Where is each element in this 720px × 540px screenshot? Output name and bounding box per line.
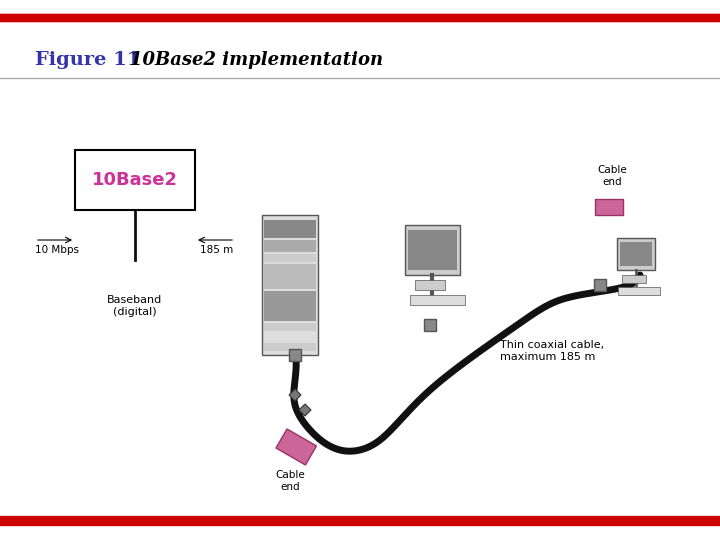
Bar: [410, 295, 465, 305]
Bar: [618, 287, 660, 295]
Polygon shape: [289, 389, 301, 401]
Bar: [264, 291, 316, 321]
Bar: [617, 238, 655, 270]
Text: Thin coaxial cable,
maximum 185 m: Thin coaxial cable, maximum 185 m: [500, 340, 604, 362]
Bar: [424, 319, 436, 331]
Bar: [264, 240, 316, 252]
Text: Figure 11: Figure 11: [35, 51, 140, 69]
Bar: [264, 264, 316, 289]
Bar: [264, 323, 316, 331]
Bar: [264, 333, 316, 341]
Bar: [595, 199, 623, 215]
Text: Cable
end: Cable end: [597, 165, 627, 187]
Bar: [408, 230, 457, 270]
Bar: [262, 215, 318, 355]
Bar: [75, 150, 195, 210]
Bar: [594, 279, 606, 291]
Bar: [415, 280, 445, 290]
Bar: [289, 349, 301, 361]
Text: Cable
end: Cable end: [275, 470, 305, 491]
Bar: [264, 343, 316, 351]
Bar: [276, 429, 317, 465]
Bar: [264, 220, 316, 238]
Text: 10 Mbps: 10 Mbps: [35, 245, 79, 255]
Polygon shape: [299, 404, 311, 416]
Text: Baseband
(digital): Baseband (digital): [107, 295, 163, 316]
Text: 10Base2: 10Base2: [92, 171, 178, 189]
Bar: [405, 225, 460, 275]
Bar: [620, 242, 652, 266]
Text: 185 m: 185 m: [200, 245, 233, 255]
Bar: [264, 254, 316, 262]
Bar: [622, 275, 646, 283]
Text: 10Base2 implementation: 10Base2 implementation: [130, 51, 383, 69]
